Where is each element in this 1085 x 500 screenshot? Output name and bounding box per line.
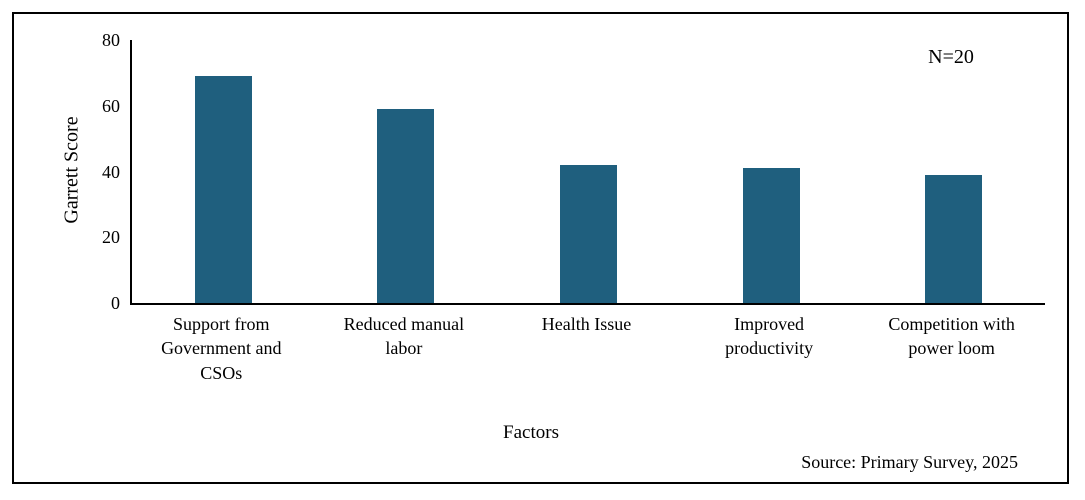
category-label: Improved productivity: [725, 314, 814, 359]
category-label: Reduced manual labor: [343, 314, 465, 359]
y-tick-label: 20: [102, 227, 120, 248]
bar-slot: [497, 40, 680, 303]
bar-5: [925, 174, 983, 303]
bar-4: [742, 168, 800, 303]
y-tick-label: 0: [111, 293, 120, 313]
y-axis-tick-labels: 0 20 40 60 80: [40, 31, 120, 312]
category-label: Health Issue: [541, 314, 632, 334]
bar-1: [194, 76, 252, 303]
y-tick-label: 60: [102, 95, 120, 116]
bar-3: [559, 164, 617, 303]
y-tick-label: 40: [102, 161, 120, 182]
category-label: Support from Government and CSOs: [161, 314, 282, 383]
bar-slot: [315, 40, 498, 303]
y-tick-label: 80: [102, 30, 120, 50]
bar-2: [377, 109, 435, 303]
bar-slot: [680, 40, 863, 303]
figure-border: [12, 12, 1069, 484]
sample-size-annotation: N=20: [928, 46, 974, 68]
source-note: Source: Primary Survey, 2025: [801, 452, 1018, 472]
plot-area: [130, 40, 1045, 305]
x-axis-title: Factors: [503, 422, 559, 443]
bar-slot: [132, 40, 315, 303]
bar-slot: [862, 40, 1045, 303]
bar-series: [132, 40, 1045, 303]
category-label: Competition with power loom: [888, 314, 1015, 359]
x-axis-category-labels: Support from Government and CSOs Reduced ma…: [130, 312, 1043, 385]
